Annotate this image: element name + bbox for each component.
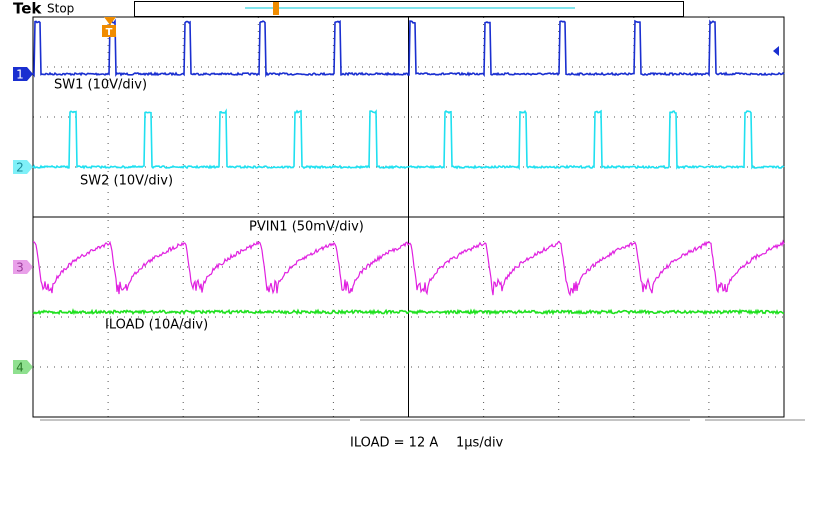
waveform [32,239,785,297]
channel-marker [13,260,33,274]
channel-markers: 1 2 3 4 [13,67,33,375]
channel-number: 2 [16,161,24,175]
ch1-level-marker [773,46,779,56]
trigger-position [273,2,279,15]
graticule [32,16,785,418]
trigger-label: T [106,27,113,38]
channel-marker [13,360,33,374]
trigger-arrow [104,17,116,25]
channel-label: ILOAD (10A/div) [105,318,208,333]
channel-marker [13,160,33,174]
screen-border [32,16,785,418]
caption-timebase: 1μs/div [456,436,504,451]
status: Stop [47,2,74,16]
channel-number: 1 [16,68,24,82]
channel-label: PVIN1 (50mV/div) [249,220,364,235]
trigger-marker [102,25,116,37]
waveform [32,308,785,316]
channel-number: 4 [16,361,24,375]
waveform [32,18,785,78]
channel-number: 3 [16,261,24,275]
channel-marker [13,67,33,81]
waveform [32,108,785,171]
channel-label: SW2 (10V/div) [80,174,173,189]
record-bar [134,1,684,17]
brand: Tek [13,0,42,18]
waveforms [32,18,785,316]
caption-condition: ILOAD = 12 A [350,436,438,451]
channel-label: SW1 (10V/div) [54,78,147,93]
